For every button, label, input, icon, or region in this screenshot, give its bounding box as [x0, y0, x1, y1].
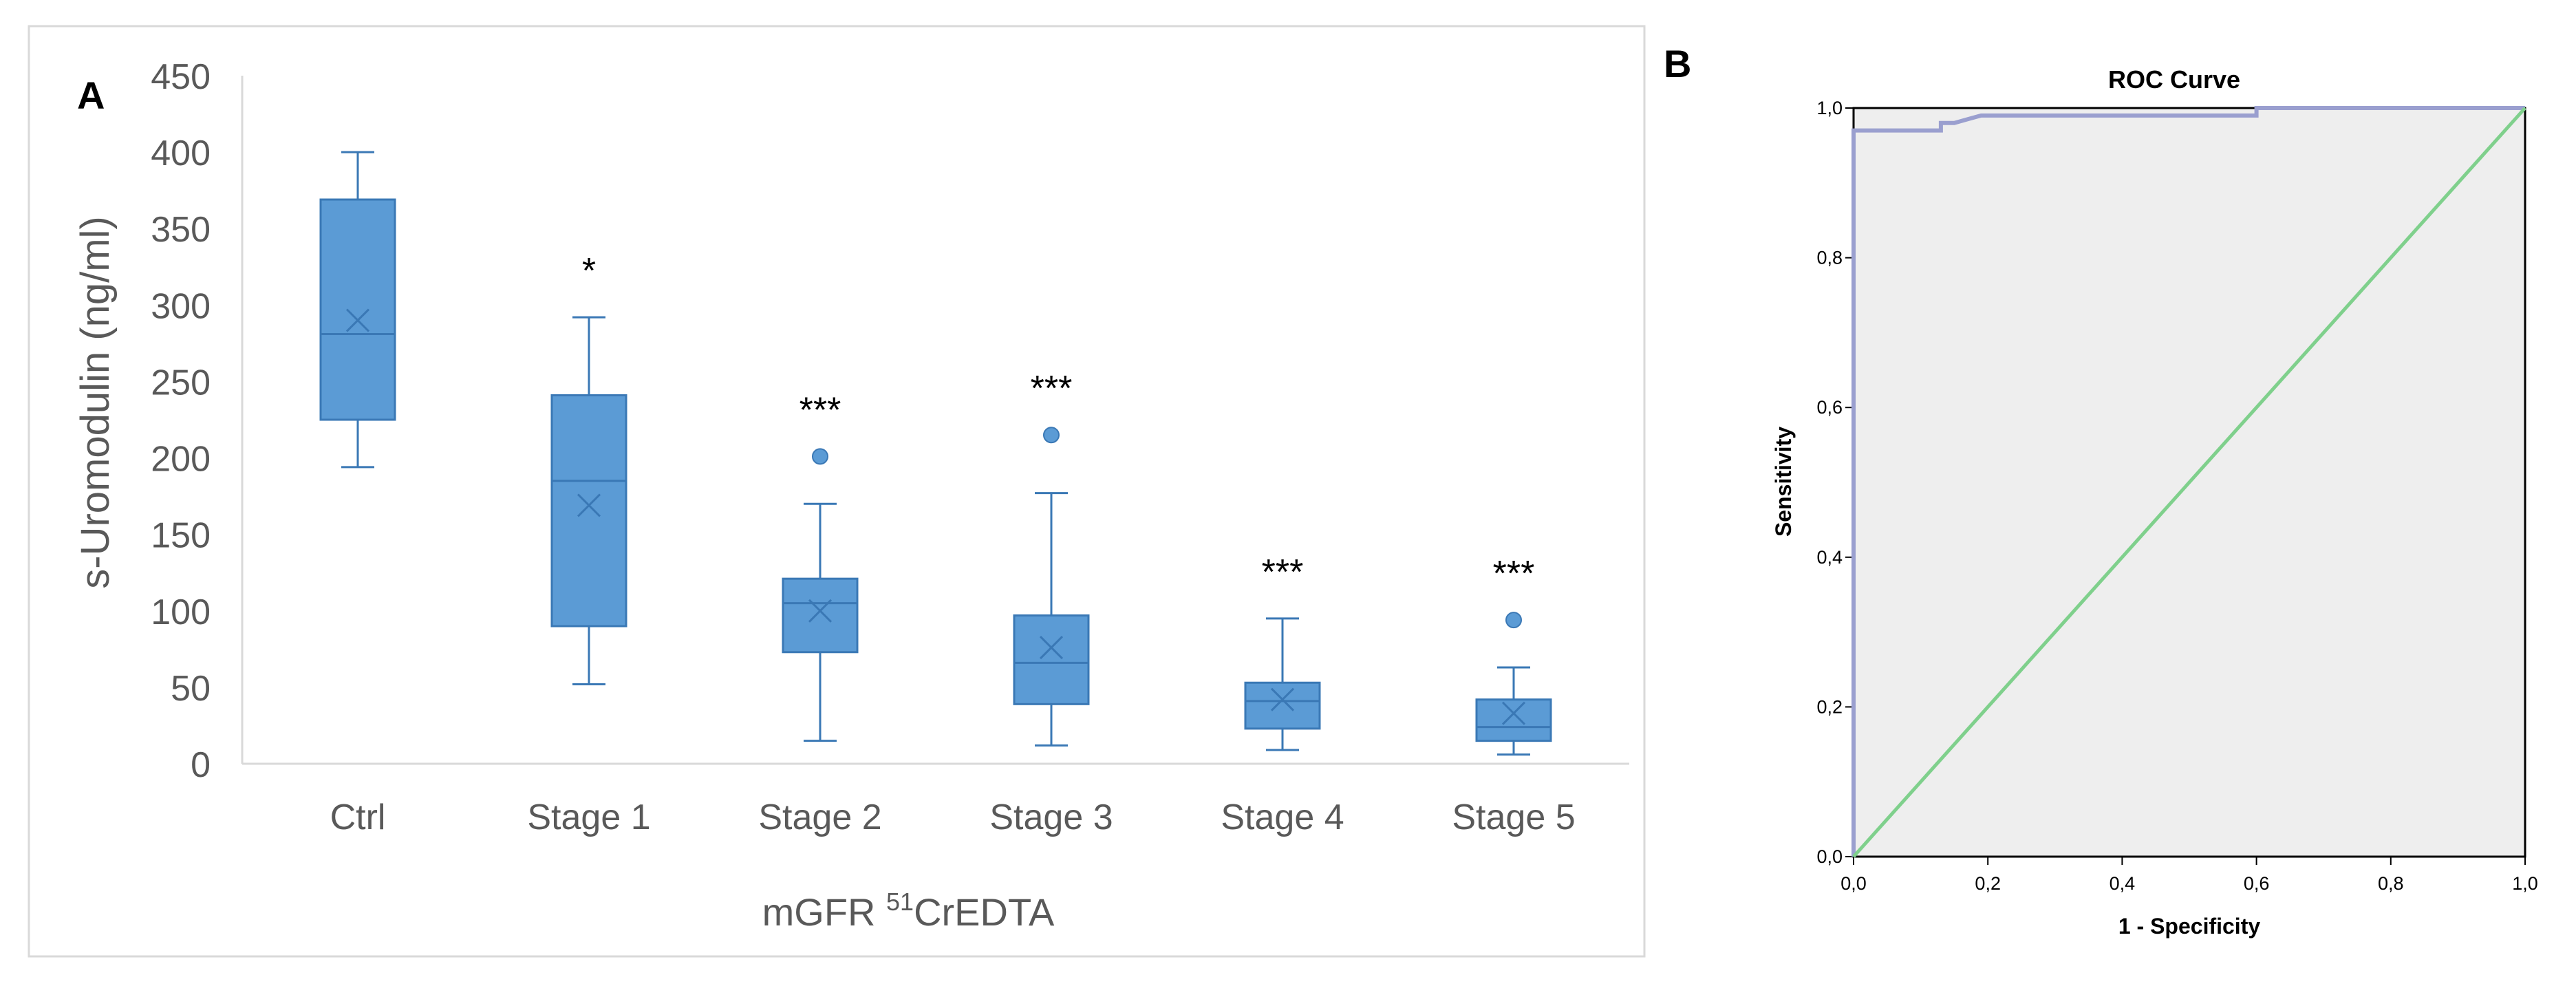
box-stage-4: ***	[1244, 553, 1321, 751]
box-stage-5: ***	[1475, 554, 1552, 756]
panel-a-border	[28, 25, 1646, 958]
box-stage-2: ***	[782, 390, 859, 742]
mean-marker	[1501, 701, 1526, 725]
y-tick-label: 350	[151, 210, 211, 250]
outlier-point	[1505, 612, 1522, 629]
box-stage-3: ***	[1013, 369, 1090, 747]
mean-marker	[1039, 636, 1064, 660]
y-tick-label: 50	[171, 669, 211, 709]
roc-x-tick-label: 0,0	[1840, 873, 1867, 894]
roc-y-tick-label: 1,0	[1816, 98, 1843, 118]
y-tick-label: 200	[151, 440, 211, 480]
roc-series-roc	[1852, 106, 2525, 857]
mean-marker	[1270, 687, 1295, 711]
x-axis-title-superscript: 51	[886, 888, 914, 916]
box-ctrl	[319, 151, 396, 469]
roc-y-tick-label: 0,0	[1816, 846, 1843, 867]
roc-x-tick-label: 0,6	[2244, 873, 2270, 894]
roc-x-tick-label: 0,4	[2110, 873, 2136, 894]
y-tick-label: 150	[151, 516, 211, 556]
outlier-point	[1043, 427, 1060, 444]
x-axis-title-main: mGFR	[762, 890, 886, 934]
roc-x-axis-title: 1 - Specificity	[2118, 914, 2261, 939]
mean-marker-stroke	[808, 599, 833, 623]
significance-label: ***	[1262, 553, 1304, 592]
mean-marker-stroke	[577, 493, 601, 517]
y-tick-label: 300	[151, 286, 211, 326]
y-tick-label: 0	[191, 745, 211, 785]
y-tick-label: 250	[151, 363, 211, 403]
mean-marker	[808, 599, 833, 623]
roc-y-tick-label: 0,2	[1816, 696, 1843, 717]
roc-y-axis-title: Sensitivity	[1771, 427, 1796, 537]
y-axis-title: s-Uromodulin (ng/ml)	[73, 216, 118, 588]
panel-a-label: A	[77, 74, 105, 117]
y-tick-label: 450	[151, 57, 211, 97]
significance-label: ***	[799, 390, 841, 430]
x-axis-title-rest: CrEDTA	[914, 890, 1055, 934]
x-tick-label: Ctrl	[330, 797, 386, 837]
y-tick-label: 100	[151, 592, 211, 632]
mean-marker-stroke	[1039, 636, 1064, 660]
y-tick-label: 400	[151, 133, 211, 173]
roc-y-tick-label: 0,4	[1816, 547, 1843, 568]
box-stage-1: *	[550, 251, 627, 685]
roc-title: ROC Curve	[2108, 65, 2240, 94]
mean-marker-stroke	[1501, 701, 1526, 725]
roc-series-reference	[1852, 107, 2526, 858]
box-iqr	[1475, 698, 1552, 742]
roc-y-tick-label: 0,8	[1816, 248, 1843, 268]
roc-x-tick-label: 0,8	[2378, 873, 2404, 894]
x-axis-title: mGFR 51CrEDTA	[762, 888, 1055, 934]
mean-marker-stroke	[1270, 687, 1295, 711]
box-iqr	[319, 198, 396, 421]
panel-b-label: B	[1664, 42, 1691, 85]
mean-marker	[345, 308, 370, 332]
roc-x-tick-label: 1,0	[2512, 873, 2538, 894]
roc-y-tick-label: 0,6	[1816, 397, 1843, 418]
box-iqr	[550, 394, 627, 628]
x-tick-label: Stage 3	[989, 797, 1113, 837]
significance-label: ***	[1493, 554, 1535, 594]
box-iqr	[1013, 614, 1090, 705]
box-iqr	[1244, 681, 1321, 730]
panel-b-roc: B ROC Curve 0,0 0,2 0,4 0,6 0,8 1,0 0,0 0,2 0,4 0…	[1664, 42, 2538, 939]
box-iqr	[782, 577, 859, 654]
significance-label: *	[582, 251, 596, 291]
x-tick-label: Stage 2	[758, 797, 881, 837]
x-tick-label: Stage 5	[1452, 797, 1575, 837]
significance-label: ***	[1031, 369, 1073, 409]
mean-marker	[577, 493, 601, 517]
outlier-point	[812, 448, 828, 465]
x-tick-label: Stage 4	[1221, 797, 1344, 837]
x-tick-label: Stage 1	[527, 797, 650, 837]
mean-marker-stroke	[345, 308, 370, 332]
roc-x-tick-label: 0,2	[1975, 873, 2001, 894]
